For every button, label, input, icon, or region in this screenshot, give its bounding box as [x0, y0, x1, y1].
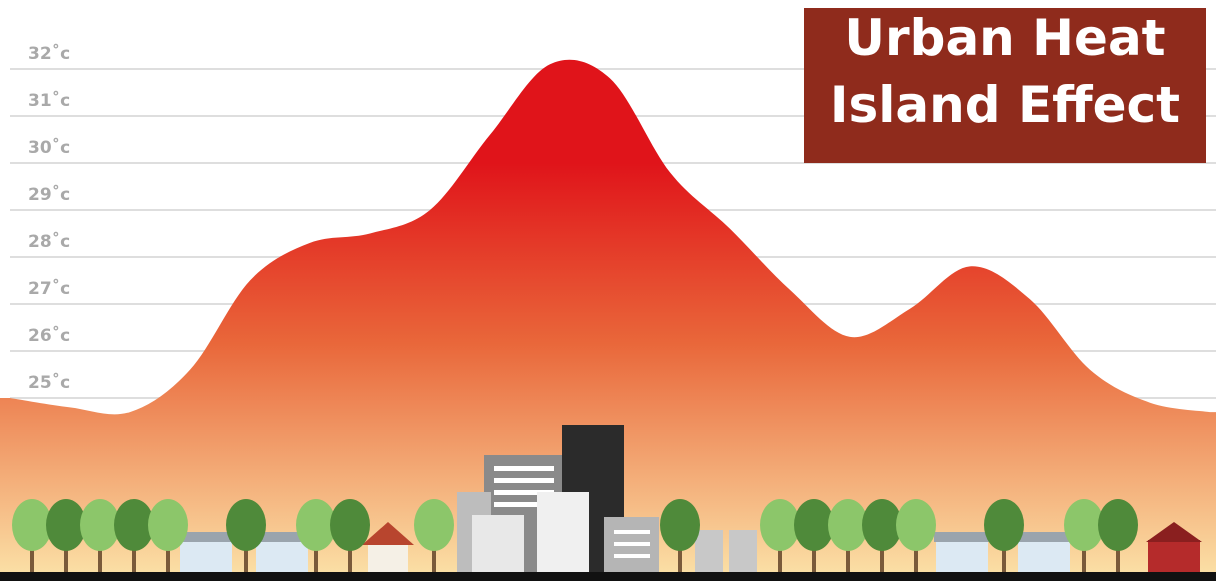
tree-trunk: [348, 540, 352, 575]
tree-crown: [862, 499, 902, 551]
tree-crown: [828, 499, 868, 551]
y-tick-label: 30˚c: [28, 136, 70, 158]
tree-crown: [114, 499, 154, 551]
heat-area: [0, 59, 1216, 576]
y-tick-label: 26˚c: [28, 324, 70, 346]
tree-trunk: [132, 540, 136, 575]
tree-crown: [1098, 499, 1138, 551]
tree-trunk: [678, 540, 682, 575]
tree-trunk: [432, 540, 436, 575]
y-tick-label: 25˚c: [28, 371, 70, 393]
y-tick-label: 27˚c: [28, 277, 70, 299]
tree-trunk: [30, 540, 34, 575]
tree-crown: [760, 499, 800, 551]
y-tick-label: 28˚c: [28, 230, 70, 252]
trees: [12, 499, 1138, 575]
tree-trunk: [1002, 540, 1006, 575]
y-tick-label: 32˚c: [28, 42, 70, 64]
tree-crown: [330, 499, 370, 551]
tree-crown: [226, 499, 266, 551]
tree-trunk: [880, 540, 884, 575]
tree-trunk: [1116, 540, 1120, 575]
chart-title: Urban Heat Island Effect: [830, 9, 1180, 134]
tree-trunk: [64, 540, 68, 575]
tree-trunk: [244, 540, 248, 575]
tree-trunk: [778, 540, 782, 575]
tree-crown: [46, 499, 86, 551]
tree-crown: [896, 499, 936, 551]
tree-trunk: [166, 540, 170, 575]
city-illustration: [178, 425, 1202, 575]
tree-crown: [296, 499, 336, 551]
ground: [0, 572, 1216, 581]
tree-crown: [984, 499, 1024, 551]
title-box: [804, 8, 1206, 163]
tree-trunk: [314, 540, 318, 575]
tree-trunk: [98, 540, 102, 575]
tree-trunk: [1082, 540, 1086, 575]
y-tick-label: 29˚c: [28, 183, 70, 205]
tree-crown: [1064, 499, 1104, 551]
tree-crown: [414, 499, 454, 551]
tree-crown: [148, 499, 188, 551]
tree-trunk: [846, 540, 850, 575]
area-layer: [0, 59, 1216, 576]
y-tick-label: 31˚c: [28, 89, 70, 111]
tree-crown: [794, 499, 834, 551]
tree-trunk: [914, 540, 918, 575]
tree-crown: [80, 499, 120, 551]
tree-trunk: [812, 540, 816, 575]
tree-crown: [660, 499, 700, 551]
tree-crown: [12, 499, 52, 551]
